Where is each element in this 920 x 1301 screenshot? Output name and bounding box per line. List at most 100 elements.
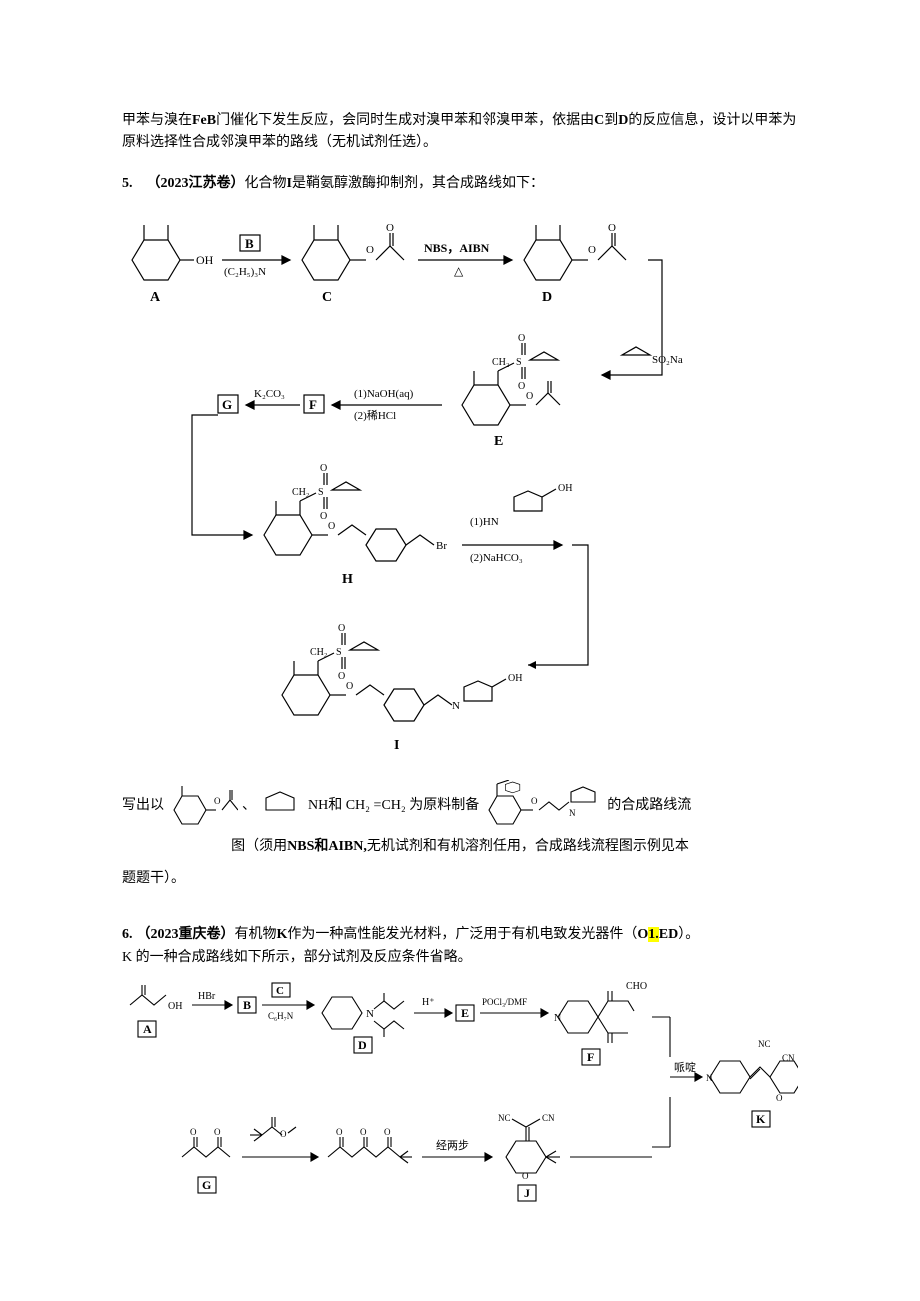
svg-text:N: N	[554, 1013, 561, 1024]
q5-task-nh: NH和 CH₂ =CH₂ 为原料制备	[308, 795, 479, 817]
svg-text:N: N	[706, 1073, 713, 1083]
svg-text:CH₂: CH₂	[292, 487, 309, 498]
svg-text:O: O	[776, 1093, 783, 1103]
svg-text:O: O	[366, 244, 374, 256]
q5-a: 化合物	[245, 176, 287, 191]
svg-text:F: F	[309, 397, 317, 412]
q6-num: 6.	[122, 927, 133, 942]
q6-subheading: K 的一种合成路线如下所示，部分试剂及反应条件省略。	[122, 947, 798, 969]
svg-text:O: O	[386, 222, 394, 234]
svg-text:N: N	[569, 808, 576, 818]
svg-text:H: H	[342, 572, 353, 587]
svg-text:O: O	[518, 333, 525, 344]
svg-text:D: D	[358, 1038, 367, 1052]
svg-text:O: O	[320, 463, 327, 474]
q6-src: （2023重庆卷）	[137, 927, 235, 942]
q6-heading: 6. （2023重庆卷）有机物K作为一种高性能发光材料，广泛用于有机电致发光器件（…	[122, 924, 798, 946]
q4-c: 到	[604, 113, 618, 128]
svg-text:O: O	[214, 796, 221, 806]
svg-text:N: N	[366, 1008, 374, 1020]
svg-text:POCl₃/DMF: POCl₃/DMF	[482, 997, 527, 1007]
svg-text:O: O	[531, 796, 538, 806]
svg-text:A: A	[143, 1022, 152, 1036]
svg-text:CHO: CHO	[626, 981, 647, 992]
svg-text:C₆H₇N: C₆H₇N	[268, 1011, 294, 1021]
svg-text:G: G	[222, 397, 232, 412]
svg-text:△: △	[454, 264, 464, 278]
q5-task-line2: 图（须用NBS和AIBN,无机试剂和有机溶剂任用，合成路线流程图示例见本	[122, 836, 798, 858]
svg-text:N: N	[452, 700, 460, 712]
q4-feb: FeB	[192, 113, 216, 128]
svg-text:(C₂H₅)₃N: (C₂H₅)₃N	[224, 266, 266, 278]
svg-text:(1)NaOH(aq): (1)NaOH(aq)	[354, 388, 414, 400]
q4-D: D	[618, 113, 628, 128]
svg-text:I: I	[394, 738, 399, 753]
svg-text:C: C	[276, 985, 284, 997]
svg-text:NC: NC	[498, 1113, 511, 1123]
svg-text:O: O	[338, 623, 345, 634]
svg-text:O: O	[280, 1129, 287, 1139]
svg-text:K: K	[756, 1112, 766, 1126]
q5-task-pre: 写出以	[122, 795, 164, 817]
q5-reaction-scheme: OH A B (C₂H₅)₃N O O C NBS，AIBN △ O O D	[122, 205, 798, 773]
svg-text:C: C	[322, 290, 332, 305]
svg-text:NBS，AIBN: NBS，AIBN	[424, 241, 490, 255]
q4-a: 甲苯与溴在	[122, 113, 192, 128]
q6-oled-a: O	[637, 927, 648, 942]
svg-text:(2)稀HCl: (2)稀HCl	[354, 409, 396, 422]
svg-text:B: B	[243, 998, 251, 1012]
svg-text:O: O	[588, 244, 596, 256]
q5-task-post: 的合成路线流	[607, 795, 691, 817]
svg-text:J: J	[524, 1186, 530, 1200]
q6-reaction-scheme: OH A HBr B C C₆H₇N N D H⁺ E POCl₃/DMF N …	[122, 977, 798, 1223]
q5-scheme-svg: OH A B (C₂H₅)₃N O O C NBS，AIBN △ O O D	[122, 205, 798, 765]
q5-frag2-icon	[260, 790, 304, 824]
q5-task-mid1: 、	[242, 795, 256, 817]
svg-text:S: S	[336, 647, 342, 658]
svg-text:O: O	[190, 1127, 197, 1137]
svg-text:经两步: 经两步	[436, 1139, 469, 1152]
svg-text:CN: CN	[542, 1113, 555, 1123]
svg-text:D: D	[542, 290, 552, 305]
svg-text:O: O	[360, 1127, 367, 1137]
svg-text:OH: OH	[558, 483, 572, 494]
svg-text:CH₂: CH₂	[492, 357, 509, 368]
svg-text:O: O	[328, 521, 335, 532]
q6-K: K	[277, 927, 288, 942]
q5-num: 5.	[122, 176, 133, 191]
q5-frag3-icon: O N	[483, 780, 603, 834]
q4-paragraph: 甲苯与溴在FeB门催化下发生反应，会同时生成对溴甲苯和邻溴甲苯，依据由C到D的反…	[122, 110, 798, 155]
q6-b: 作为一种高性能发光材料，广泛用于有机电致发光器件（	[287, 927, 637, 942]
svg-text:E: E	[461, 1006, 469, 1020]
q6-c: ）。	[678, 927, 699, 942]
svg-text:NC: NC	[758, 1039, 771, 1049]
svg-text:哌啶: 哌啶	[674, 1060, 696, 1074]
svg-text:S: S	[318, 487, 324, 498]
svg-text:O: O	[346, 681, 353, 692]
svg-text:(1)HN: (1)HN	[470, 516, 499, 528]
svg-text:SO₂Na: SO₂Na	[652, 354, 683, 366]
q5-src: （2023江苏卷）	[147, 176, 245, 191]
svg-text:E: E	[494, 434, 503, 449]
svg-text:G: G	[202, 1178, 211, 1192]
q5-b: 是鞘氨醇激酶抑制剂，其合成路线如下：	[292, 176, 544, 191]
svg-text:H⁺: H⁺	[422, 997, 435, 1008]
svg-text:F: F	[587, 1050, 594, 1064]
svg-text:O: O	[522, 1171, 529, 1181]
q5-frag1-icon: O	[168, 784, 238, 830]
svg-text:OH: OH	[168, 1001, 182, 1012]
q6-oled-b: ED	[659, 927, 678, 942]
svg-text:(2)NaHCO₃: (2)NaHCO₃	[470, 552, 523, 564]
q5-task-line3: 题题干）。	[122, 868, 798, 890]
svg-text:S: S	[516, 357, 522, 368]
q4-b: 门催化下发生反应，会同时生成对溴甲苯和邻溴甲苯，依据由	[216, 113, 594, 128]
svg-text:O: O	[608, 222, 616, 234]
svg-text:O: O	[214, 1127, 221, 1137]
svg-text:OH: OH	[508, 673, 522, 684]
svg-text:OH: OH	[196, 253, 214, 267]
q6-a: 有机物	[235, 927, 277, 942]
svg-text:O: O	[518, 381, 525, 392]
svg-text:O: O	[338, 671, 345, 682]
svg-text:B: B	[245, 236, 254, 251]
svg-text:K₂CO₃: K₂CO₃	[254, 388, 285, 400]
